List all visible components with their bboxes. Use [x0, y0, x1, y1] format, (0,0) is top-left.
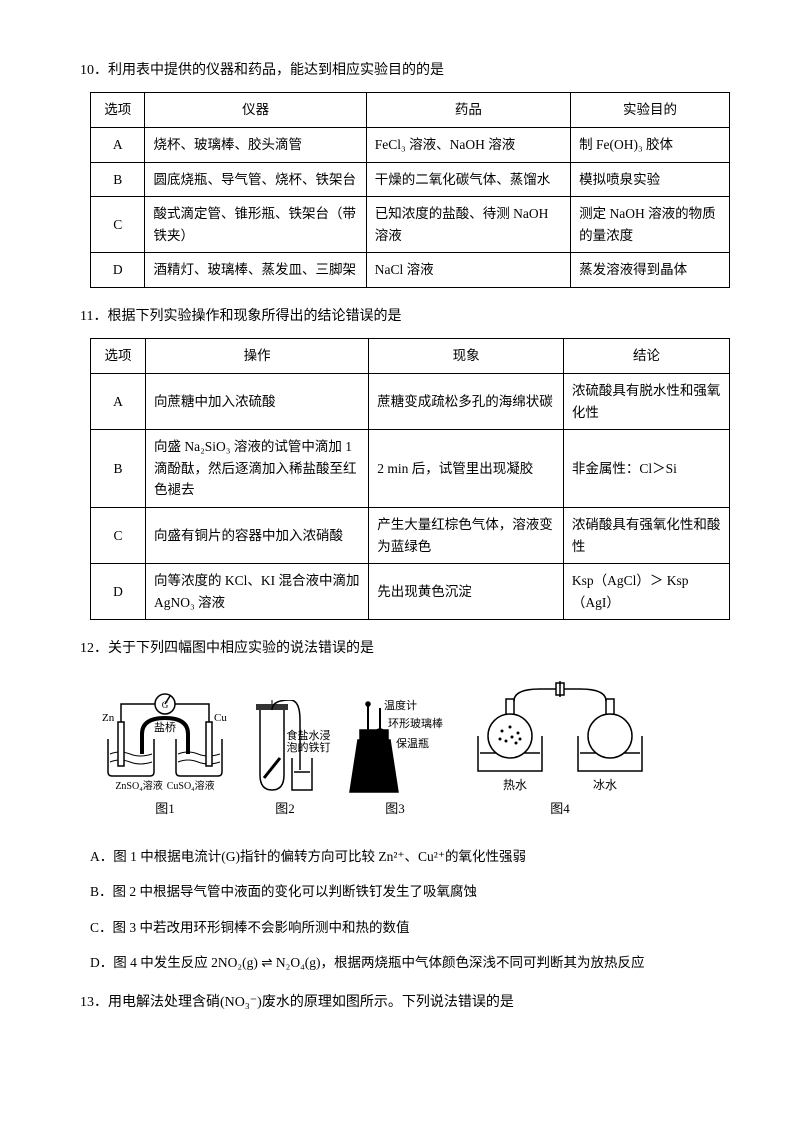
cuso4-label: CuSO₄溶液: [167, 779, 215, 795]
figure-3: 温度计 环形玻璃棒 保温瓶 图3: [340, 700, 450, 820]
cell-option: B: [91, 430, 146, 508]
q10-table: 选项 仪器 药品 实验目的 A 烧杯、玻璃棒、胶头滴管 FeCl₃ 溶液、NaO…: [90, 92, 730, 288]
table-row: C 向盛有铜片的容器中加入浓硝酸 产生大量红棕色气体，溶液变为蓝绿色 浓硝酸具有…: [91, 507, 730, 563]
table-row: C 酸式滴定管、锥形瓶、铁架台（带铁夹） 已知浓度的盐酸、待测 NaOH 溶液 …: [91, 197, 730, 253]
header-cell: 选项: [91, 93, 145, 128]
cell-option: C: [91, 197, 145, 253]
thermometer-label: 温度计: [384, 698, 417, 716]
cell: 制 Fe(OH)₃ 胶体: [571, 127, 730, 162]
header-cell: 结论: [563, 339, 729, 374]
cell: 向盛有铜片的容器中加入浓硝酸: [145, 507, 368, 563]
table-row: D 酒精灯、玻璃棒、蒸发皿、三脚架 NaCl 溶液 蒸发溶液得到晶体: [91, 253, 730, 288]
cell: 浓硝酸具有强氧化性和酸性: [563, 507, 729, 563]
cell: 烧杯、玻璃棒、胶头滴管: [145, 127, 366, 162]
svg-text:G: G: [162, 700, 169, 710]
table-row: B 圆底烧瓶、导气管、烧杯、铁架台 干燥的二氧化碳气体、蒸馏水 模拟喷泉实验: [91, 162, 730, 197]
cell: 蒸发溶液得到晶体: [571, 253, 730, 288]
cu-label: Cu: [214, 710, 227, 728]
table-row: A 向蔗糖中加入浓硫酸 蔗糖变成疏松多孔的海绵状碳 浓硫酸具有脱水性和强氧化性: [91, 373, 730, 429]
question-12: 12．关于下列四幅图中相应实验的说法错误的是: [80, 638, 720, 974]
salt-bridge-label: 盐桥: [154, 720, 176, 738]
cell: 蔗糖变成疏松多孔的海绵状碳: [369, 373, 564, 429]
fig2-label: 图2: [250, 799, 320, 820]
fig4-label: 图4: [470, 799, 650, 820]
calorimeter-diagram: 温度计 环形玻璃棒 保温瓶: [340, 700, 450, 795]
header-cell: 实验目的: [571, 93, 730, 128]
q11-text: 11．根据下列实验操作和现象所得出的结论错误的是: [80, 306, 720, 328]
header-cell: 药品: [366, 93, 570, 128]
question-10: 10．利用表中提供的仪器和药品，能达到相应实验目的的是 选项 仪器 药品 实验目…: [80, 60, 720, 288]
cell: 干燥的二氧化碳气体、蒸馏水: [366, 162, 570, 197]
fig1-label: 图1: [100, 799, 230, 820]
header-cell: 操作: [145, 339, 368, 374]
cell: 已知浓度的盐酸、待测 NaOH 溶液: [366, 197, 570, 253]
cell: 向蔗糖中加入浓硫酸: [145, 373, 368, 429]
glass-rod-label: 环形玻璃棒: [388, 716, 443, 734]
q13-text: 13．用电解法处理含硝(NO₃⁻)废水的原理如图所示。下列说法错误的是: [80, 992, 720, 1014]
thermos-label: 保温瓶: [396, 736, 429, 754]
q10-text: 10．利用表中提供的仪器和药品，能达到相应实验目的的是: [80, 60, 720, 82]
figure-1: G Zn Cu 盐桥 ZnSO₄溶液 CuSO₄溶液 图1: [100, 684, 230, 820]
q11-table: 选项 操作 现象 结论 A 向蔗糖中加入浓硫酸 蔗糖变成疏松多孔的海绵状碳 浓硫…: [90, 338, 730, 620]
iron-nail-corrosion-diagram: 食盐水浸泡的铁钉: [250, 700, 320, 795]
no2-equilibrium-diagram: [470, 681, 650, 776]
cell-option: B: [91, 162, 145, 197]
cell-option: A: [91, 127, 145, 162]
cell: 酒精灯、玻璃棒、蒸发皿、三脚架: [145, 253, 366, 288]
figure-4: 热水 冰水 图4: [470, 681, 650, 820]
cell: 向盛 Na₂SiO₃ 溶液的试管中滴加 1 滴酚酞，然后逐滴加入稀盐酸至红色褪去: [145, 430, 368, 508]
table-header-row: 选项 仪器 药品 实验目的: [91, 93, 730, 128]
header-cell: 现象: [369, 339, 564, 374]
table-row: A 烧杯、玻璃棒、胶头滴管 FeCl₃ 溶液、NaOH 溶液 制 Fe(OH)₃…: [91, 127, 730, 162]
cell: Ksp（AgCl）＞ Ksp（AgI）: [563, 564, 729, 620]
cold-water-label: 冰水: [593, 776, 617, 795]
cell: 浓硫酸具有脱水性和强氧化性: [563, 373, 729, 429]
cell: 产生大量红棕色气体，溶液变为蓝绿色: [369, 507, 564, 563]
hot-water-label: 热水: [503, 776, 527, 795]
figures-row: G Zn Cu 盐桥 ZnSO₄溶液 CuSO₄溶液 图1: [80, 671, 720, 826]
q12-text: 12．关于下列四幅图中相应实验的说法错误的是: [80, 638, 720, 660]
option-b: B．图 2 中根据导气管中液面的变化可以判断铁钉发生了吸氧腐蚀: [90, 881, 720, 903]
header-cell: 仪器: [145, 93, 366, 128]
header-cell: 选项: [91, 339, 146, 374]
cell-option: C: [91, 507, 146, 563]
cell: 向等浓度的 KCl、KI 混合液中滴加 AgNO₃ 溶液: [145, 564, 368, 620]
option-a: A．图 1 中根据电流计(G)指针的偏转方向可比较 Zn²⁺、Cu²⁺的氧化性强…: [90, 846, 720, 868]
table-row: B 向盛 Na₂SiO₃ 溶液的试管中滴加 1 滴酚酞，然后逐滴加入稀盐酸至红色…: [91, 430, 730, 508]
cell-option: D: [91, 253, 145, 288]
cell: 非金属性：Cl＞Si: [563, 430, 729, 508]
cell: NaCl 溶液: [366, 253, 570, 288]
table-row: D 向等浓度的 KCl、KI 混合液中滴加 AgNO₃ 溶液 先出现黄色沉淀 K…: [91, 564, 730, 620]
table-header-row: 选项 操作 现象 结论: [91, 339, 730, 374]
salt-water-nail-label: 食盐水浸泡的铁钉: [286, 730, 331, 754]
cell: 测定 NaOH 溶液的物质的量浓度: [571, 197, 730, 253]
figure-2: 食盐水浸泡的铁钉 图2: [250, 700, 320, 820]
question-11: 11．根据下列实验操作和现象所得出的结论错误的是 选项 操作 现象 结论 A 向…: [80, 306, 720, 620]
znso4-label: ZnSO₄溶液: [115, 779, 162, 795]
cell-option: A: [91, 373, 146, 429]
q12-options: A．图 1 中根据电流计(G)指针的偏转方向可比较 Zn²⁺、Cu²⁺的氧化性强…: [80, 846, 720, 974]
cell-option: D: [91, 564, 146, 620]
option-c: C．图 3 中若改用环形铜棒不会影响所测中和热的数值: [90, 917, 720, 939]
cell: 酸式滴定管、锥形瓶、铁架台（带铁夹）: [145, 197, 366, 253]
galvanic-cell-diagram: G Zn Cu 盐桥: [100, 684, 230, 779]
cell: FeCl₃ 溶液、NaOH 溶液: [366, 127, 570, 162]
fig3-label: 图3: [340, 799, 450, 820]
question-13: 13．用电解法处理含硝(NO₃⁻)废水的原理如图所示。下列说法错误的是: [80, 992, 720, 1014]
option-d: D．图 4 中发生反应 2NO₂(g) ⇌ N₂O₄(g)，根据两烧瓶中气体颜色…: [90, 952, 720, 974]
cell: 2 min 后，试管里出现凝胶: [369, 430, 564, 508]
cell: 模拟喷泉实验: [571, 162, 730, 197]
zn-label: Zn: [102, 710, 114, 728]
cell: 圆底烧瓶、导气管、烧杯、铁架台: [145, 162, 366, 197]
cell: 先出现黄色沉淀: [369, 564, 564, 620]
